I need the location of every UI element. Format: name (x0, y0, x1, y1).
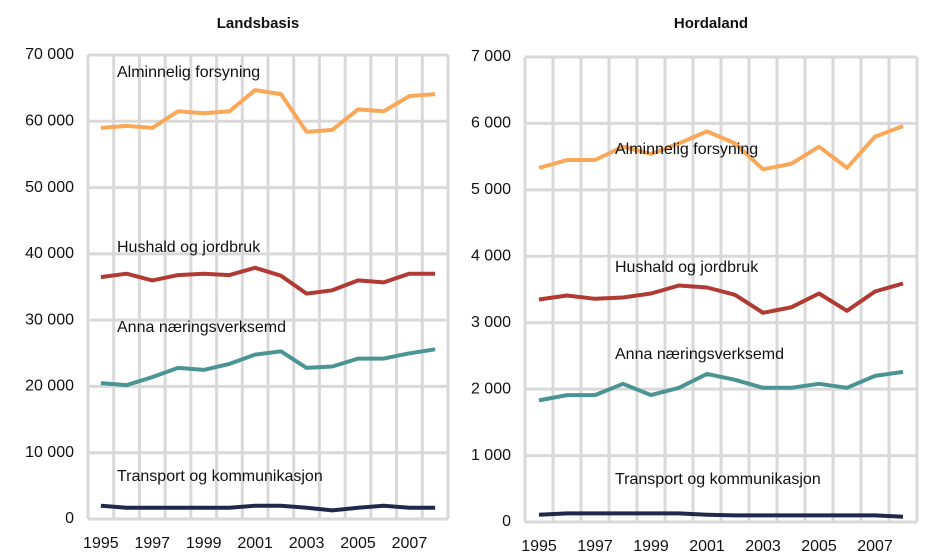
x-tick-label: 1995 (83, 535, 119, 552)
x-tick-label: 1997 (134, 535, 170, 552)
x-tick-label: 1995 (521, 538, 557, 553)
x-tick-label: 2001 (689, 538, 725, 553)
x-tick-label: 2003 (745, 538, 781, 553)
series-line (538, 124, 904, 172)
y-tick-label: 0 (502, 513, 511, 530)
y-tick-label: 6 000 (471, 115, 511, 132)
x-tick-label: 1999 (633, 538, 669, 553)
series-line (538, 511, 904, 519)
series-label: Alminnelig forsyning (615, 141, 758, 158)
series-label: Hushald og jordbruk (615, 259, 759, 276)
y-tick-label: 3 000 (471, 314, 511, 331)
x-tick-label: 1997 (577, 538, 613, 553)
x-tick-label: 2007 (857, 538, 893, 553)
series-label: Transport og kommunikasjon (615, 471, 821, 488)
y-tick-label: 60 000 (25, 113, 74, 130)
chart-title: Landsbasis (217, 15, 300, 32)
x-tick-label: 2005 (340, 535, 376, 552)
y-tick-label: 5 000 (471, 181, 511, 198)
series-line (538, 369, 904, 403)
y-tick-label: 4 000 (471, 248, 511, 265)
series-line (100, 503, 436, 513)
chart-title: Hordaland (674, 15, 748, 32)
x-tick-label: 2001 (237, 535, 273, 552)
series-label: Transport og kommunikasjon (117, 468, 323, 485)
x-tick-label: 1999 (186, 535, 222, 552)
y-tick-label: 40 000 (25, 245, 74, 262)
y-tick-label: 50 000 (25, 179, 74, 196)
y-tick-label: 30 000 (25, 311, 74, 328)
series-label: Anna næringsverksemd (117, 319, 286, 336)
y-tick-label: 20 000 (25, 378, 74, 395)
x-tick-label: 2007 (392, 535, 428, 552)
series-label: Alminnelig forsyning (117, 64, 260, 81)
y-tick-label: 0 (65, 510, 74, 527)
x-tick-label: 2005 (801, 538, 837, 553)
x-tick-label: 2003 (289, 535, 325, 552)
y-tick-label: 70 000 (25, 46, 74, 63)
y-tick-label: 1 000 (471, 447, 511, 464)
series-label: Anna næringsverksemd (615, 346, 784, 363)
y-tick-label: 7 000 (471, 48, 511, 65)
series-label: Hushald og jordbruk (117, 239, 261, 256)
y-tick-label: 2 000 (471, 380, 511, 397)
series-line (100, 265, 436, 296)
series-line (100, 88, 436, 134)
series-line (538, 281, 904, 315)
series-line (100, 347, 436, 388)
y-tick-label: 10 000 (25, 444, 74, 461)
